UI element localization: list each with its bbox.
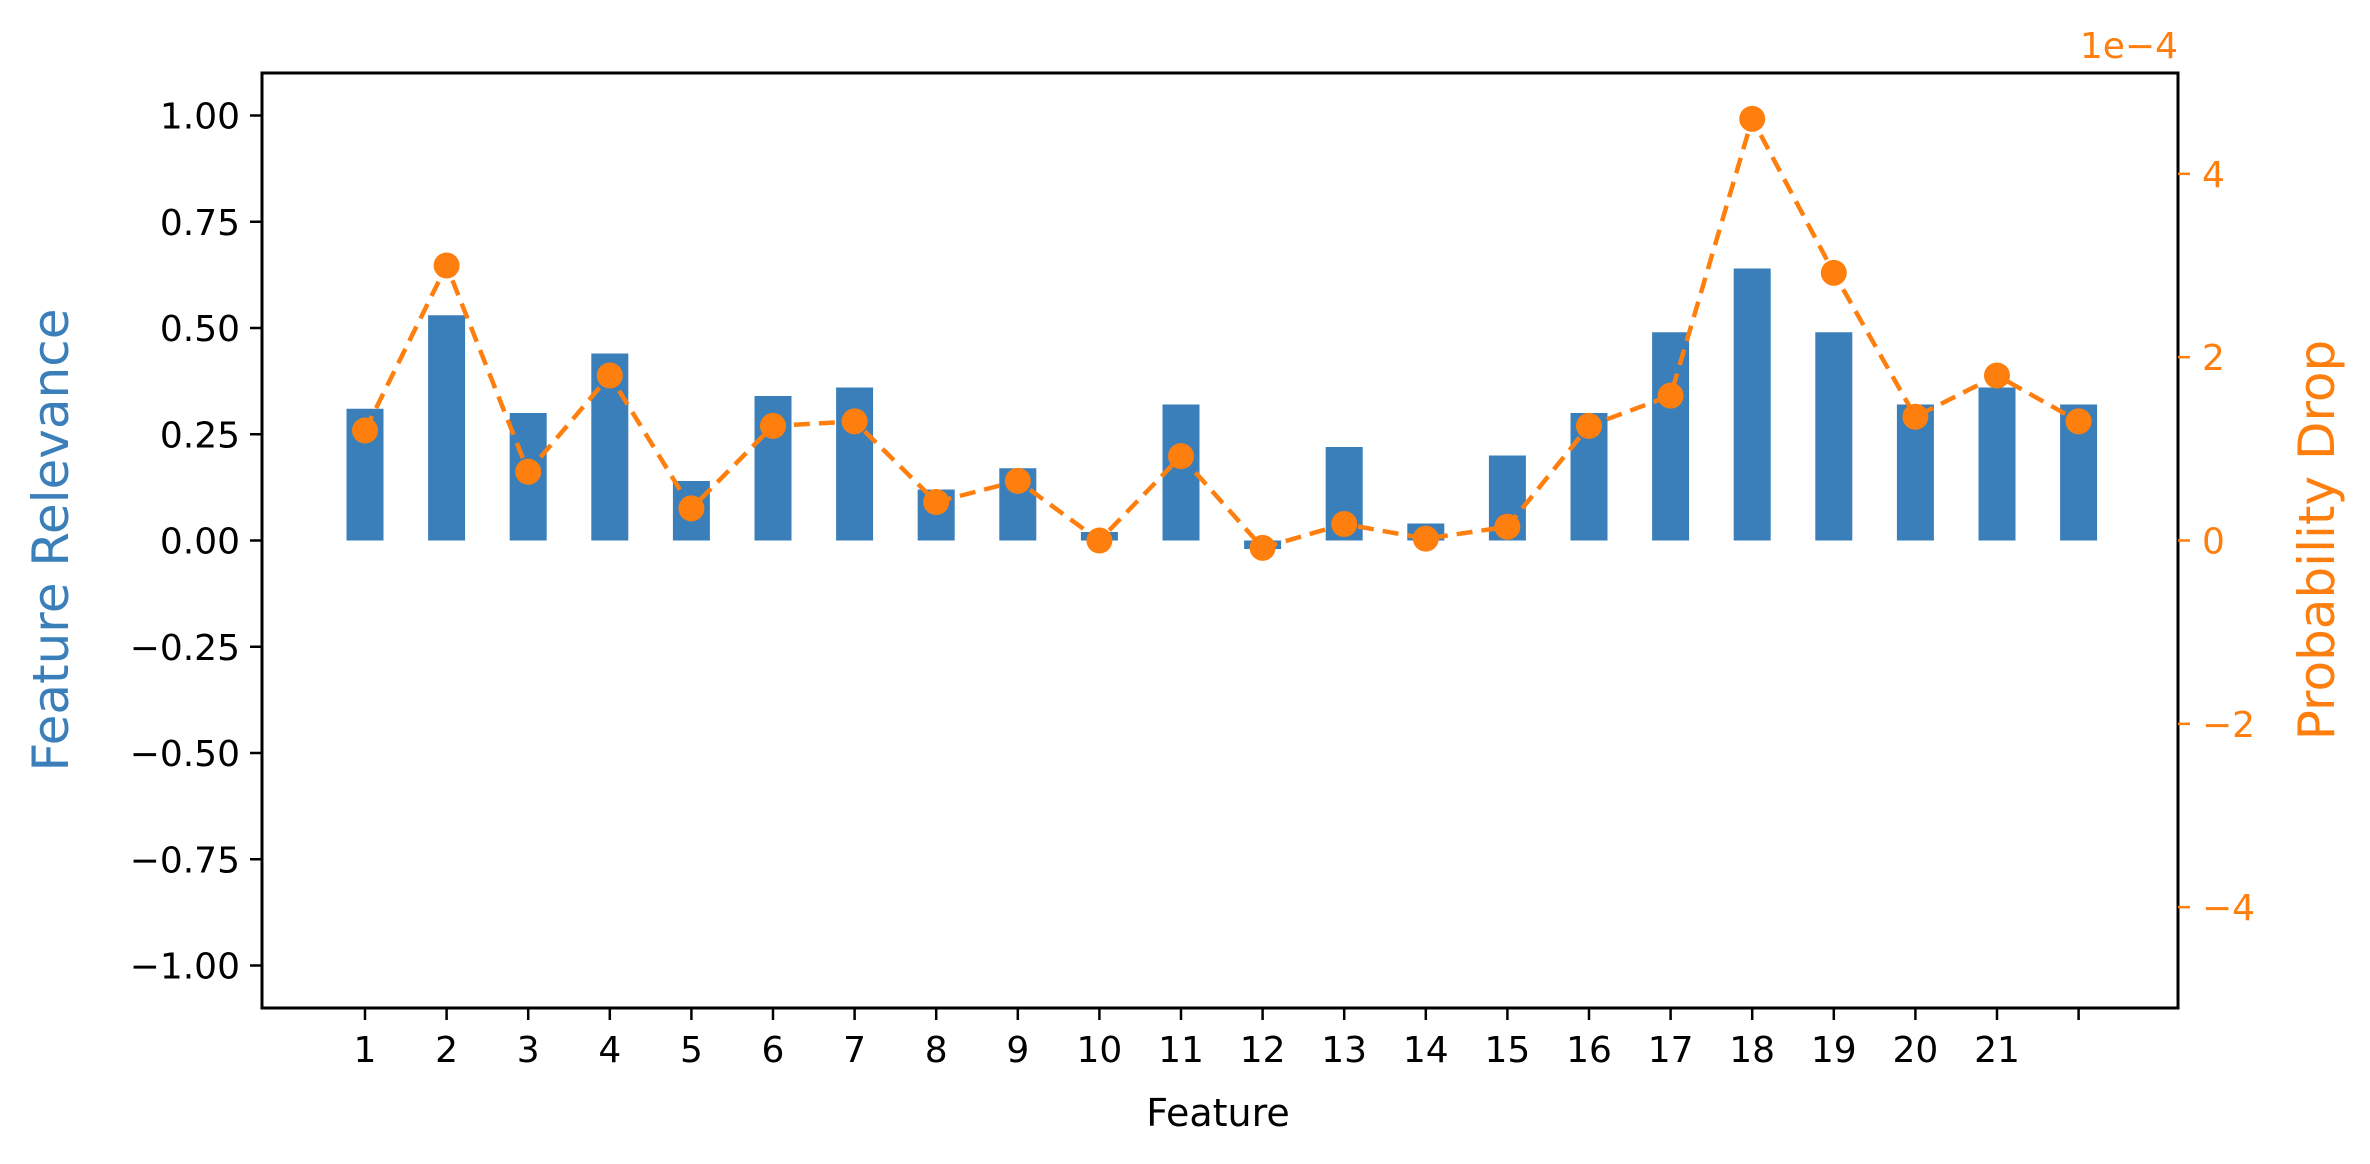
x-tick-label: 1 [354,1030,377,1071]
left-tick-label: −0.75 [130,840,240,881]
probability-line [362,112,2080,551]
bar-17 [1652,332,1690,541]
left-axis-ticks: 1.00 0.75 0.50 0.25 0.00 −0.25 −0.50 −0.75 −1.00 [130,97,262,988]
probability-point-9 [1004,467,1031,494]
probability-point-20 [1902,403,1929,430]
x-tick-label: 6 [762,1030,785,1071]
bar-19 [1815,332,1853,541]
x-axis-label: Feature [1146,1091,1290,1135]
probability-point-12 [1249,534,1276,561]
bar-2 [428,315,466,541]
x-tick-label: 14 [1403,1030,1449,1071]
x-tick-label: 5 [680,1030,703,1071]
left-tick-label: 0.25 [160,415,240,456]
probability-point-8 [923,489,950,515]
probability-point-11 [1168,443,1194,470]
probability-point-13 [1331,511,1358,537]
probability-point-3 [515,458,542,485]
bar-series [346,268,2098,549]
probability-point-14 [1412,525,1439,552]
x-tick-label: 10 [1076,1030,1122,1071]
right-tick-label: 4 [2202,155,2225,196]
x-tick-label: 15 [1484,1030,1530,1071]
probability-point-17 [1657,382,1684,409]
probability-point-1 [352,417,378,444]
right-tick-label: −2 [2202,705,2255,746]
probability-point-15 [1494,513,1521,540]
x-tick-label: 18 [1729,1030,1775,1071]
probability-line-series [352,105,2092,561]
left-tick-label: 0.50 [160,309,240,350]
right-axis-ticks: 4 2 0 −2 −4 [2178,155,2255,929]
probability-point-21 [1984,362,2010,389]
right-tick-label: 2 [2202,338,2225,379]
probability-point-2 [433,252,460,279]
bar-21 [1978,387,2016,541]
left-axis-label: Feature Relevance [22,309,80,772]
x-tick-label: 8 [925,1030,948,1071]
probability-point-4 [596,362,623,389]
left-tick-label: −0.50 [130,734,240,775]
x-tick-label: 17 [1648,1030,1694,1071]
probability-point-5 [678,495,705,522]
probability-point-19 [1820,259,1847,286]
x-tick-label: 2 [435,1030,458,1071]
x-axis-ticks: 1 2 3 4 5 6 7 8 9 10 11 12 13 14 15 16 17 18 19 20 21 [354,1008,2080,1071]
x-tick-label: 21 [1974,1030,2020,1071]
x-tick-label: 3 [517,1030,540,1071]
x-tick-label: 16 [1566,1030,1612,1071]
left-tick-label: 0.00 [160,522,240,563]
right-tick-label: 0 [2202,522,2225,563]
x-tick-label: 4 [598,1030,621,1071]
left-tick-label: −0.25 [130,628,240,669]
x-tick-label: 7 [843,1030,866,1071]
x-tick-label: 12 [1240,1030,1286,1071]
bar-11 [1162,404,1200,541]
probability-point-6 [760,412,786,439]
right-tick-label: −4 [2202,888,2255,929]
left-tick-label: −1.00 [130,947,240,988]
left-tick-label: 1.00 [160,97,240,138]
x-tick-label: 20 [1892,1030,1938,1071]
right-axis-scale-label: 1e−4 [2080,26,2178,67]
plot-frame [260,71,2180,1010]
x-tick-label: 11 [1158,1030,1204,1071]
x-tick-label: 13 [1321,1030,1367,1071]
x-tick-label: 9 [1006,1030,1029,1071]
x-tick-label: 19 [1811,1030,1857,1071]
probability-point-16 [1576,412,1602,439]
bar-18 [1733,268,1771,541]
probability-point-18 [1739,105,1766,132]
right-axis-label: Probability Drop [2288,340,2346,741]
probability-point-7 [841,408,868,435]
left-tick-label: 0.75 [160,203,240,244]
probability-point-22 [2065,408,2092,435]
probability-point-10 [1086,527,1113,554]
